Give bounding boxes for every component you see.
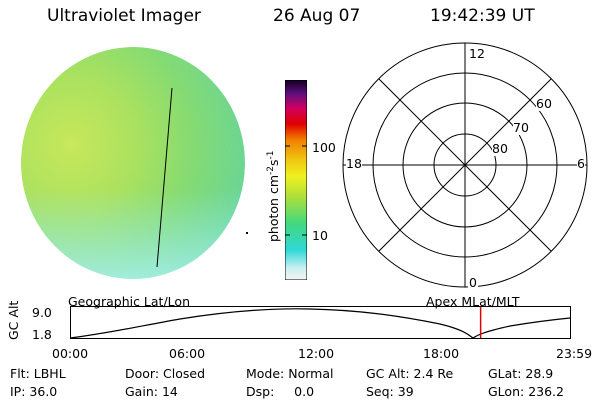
timeline-right-title: Apex MLat/MLT — [426, 294, 520, 309]
timeline-y-tick-max: 9.0 — [32, 305, 52, 320]
timeline-frame — [70, 306, 571, 339]
timeline-y-tick-min: 1.8 — [32, 327, 52, 342]
altitude-timeline-plot — [70, 306, 571, 339]
x-tick-1800: 18:00 — [423, 346, 460, 361]
status-filter: Flt: LBHL — [10, 366, 66, 381]
earth-disk — [21, 47, 245, 279]
status-gain: Gain: 14 — [125, 384, 178, 399]
color-scale-bar — [285, 80, 307, 280]
dot-marker — [246, 232, 248, 234]
time-label: 19:42:39 UT — [430, 6, 535, 26]
mlt-label-6: 6 — [577, 156, 585, 171]
status-seq: Seq: 39 — [366, 384, 414, 399]
timeline-y-label: GC Alt — [6, 300, 21, 340]
uv-earth-image — [21, 47, 245, 279]
x-tick-1200: 12:00 — [298, 346, 335, 361]
lat-label-60: 60 — [536, 96, 552, 111]
status-glon: GLon: 236.2 — [488, 384, 564, 399]
status-ip: IP: 36.0 — [10, 384, 58, 399]
lat-label-80: 80 — [492, 141, 508, 156]
mlt-label-0: 0 — [468, 275, 478, 290]
mlt-label-12: 12 — [468, 46, 486, 61]
timeline-left-title: Geographic Lat/Lon — [68, 294, 190, 309]
status-glat: GLat: 28.9 — [488, 366, 554, 381]
x-tick-0000: 00:00 — [52, 346, 89, 361]
colorbar-tick-100: 100 — [312, 140, 336, 155]
altitude-curve — [70, 308, 571, 339]
colorbar-unit-label: photon cm-2s-1 — [266, 150, 282, 242]
colorbar-tick-10: 10 — [312, 228, 328, 243]
status-mode: Mode: Normal — [246, 366, 334, 381]
mlt-label-18: 18 — [346, 156, 362, 171]
instrument-title: Ultraviolet Imager — [47, 6, 201, 26]
x-tick-2359: 23:59 — [556, 346, 593, 361]
status-dsp: Dsp: 0.0 — [246, 384, 315, 399]
polar-mlat-mlt-plot — [342, 42, 588, 288]
date-label: 26 Aug 07 — [273, 6, 361, 26]
status-door: Door: Closed — [125, 366, 206, 381]
orbit-track-line — [156, 87, 173, 268]
lat-label-70: 70 — [513, 120, 529, 135]
polar-diagonal-2 — [378, 78, 552, 252]
status-gc-alt: GC Alt: 2.4 Re — [366, 366, 454, 381]
x-tick-0600: 06:00 — [169, 346, 206, 361]
